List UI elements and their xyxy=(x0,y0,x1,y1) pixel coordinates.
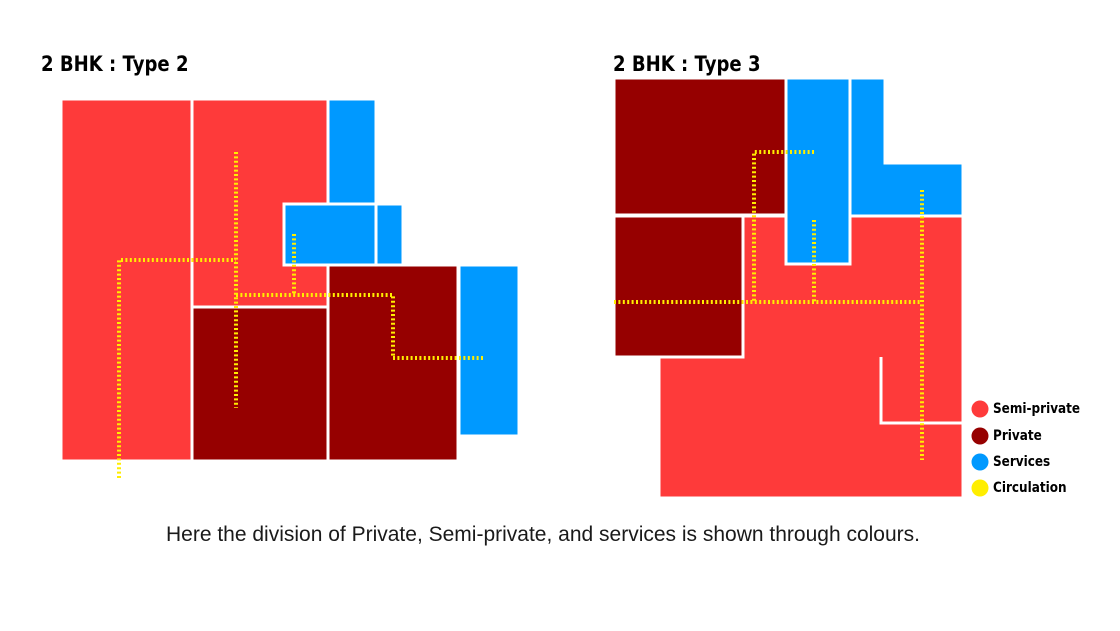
plan-2-services-zone-b xyxy=(848,76,965,218)
legend-label-circulation: Circulation xyxy=(993,480,1067,496)
plan-1-services-zone-mid-b xyxy=(374,202,405,267)
legend-marker-services xyxy=(971,453,989,471)
legend-label-private: Private xyxy=(993,428,1042,444)
plan-2-private-zone-top xyxy=(612,76,788,217)
plan-1-circulation-path-d xyxy=(236,293,484,360)
plan-1-circulation xyxy=(117,152,484,478)
plan-2 xyxy=(612,76,965,500)
plan-1-semi-private-zone-left xyxy=(59,97,194,463)
plan-1-services-zone-mid-a xyxy=(282,202,378,267)
legend-label-services: Services xyxy=(993,454,1051,470)
plan-2-partition-line xyxy=(879,357,963,425)
plan-2-services-zone-a xyxy=(784,76,852,266)
plan-2-title: 2 BHK : Type 3 xyxy=(613,52,761,76)
legend-marker-semi-private xyxy=(971,400,989,418)
plan-2-private-zone-bottom xyxy=(612,214,745,359)
plan-1-services-zone-top xyxy=(326,97,378,206)
plan-1-private-zone-a xyxy=(190,305,330,463)
legend-label-semi-private: Semi-private xyxy=(993,401,1081,417)
plan-1-title: 2 BHK : Type 2 xyxy=(41,52,189,76)
plan-1-services-zone-right xyxy=(457,263,521,438)
caption: Here the division of Private, Semi-priva… xyxy=(165,523,920,546)
legend xyxy=(971,400,989,497)
plan-1-circulation-path-a xyxy=(117,258,236,478)
plan-1 xyxy=(59,97,521,463)
legend-marker-private xyxy=(971,427,989,445)
legend-marker-circulation xyxy=(971,479,989,497)
plan-2-circulation xyxy=(614,150,924,460)
plan-2-circulation-path-a xyxy=(752,150,814,302)
